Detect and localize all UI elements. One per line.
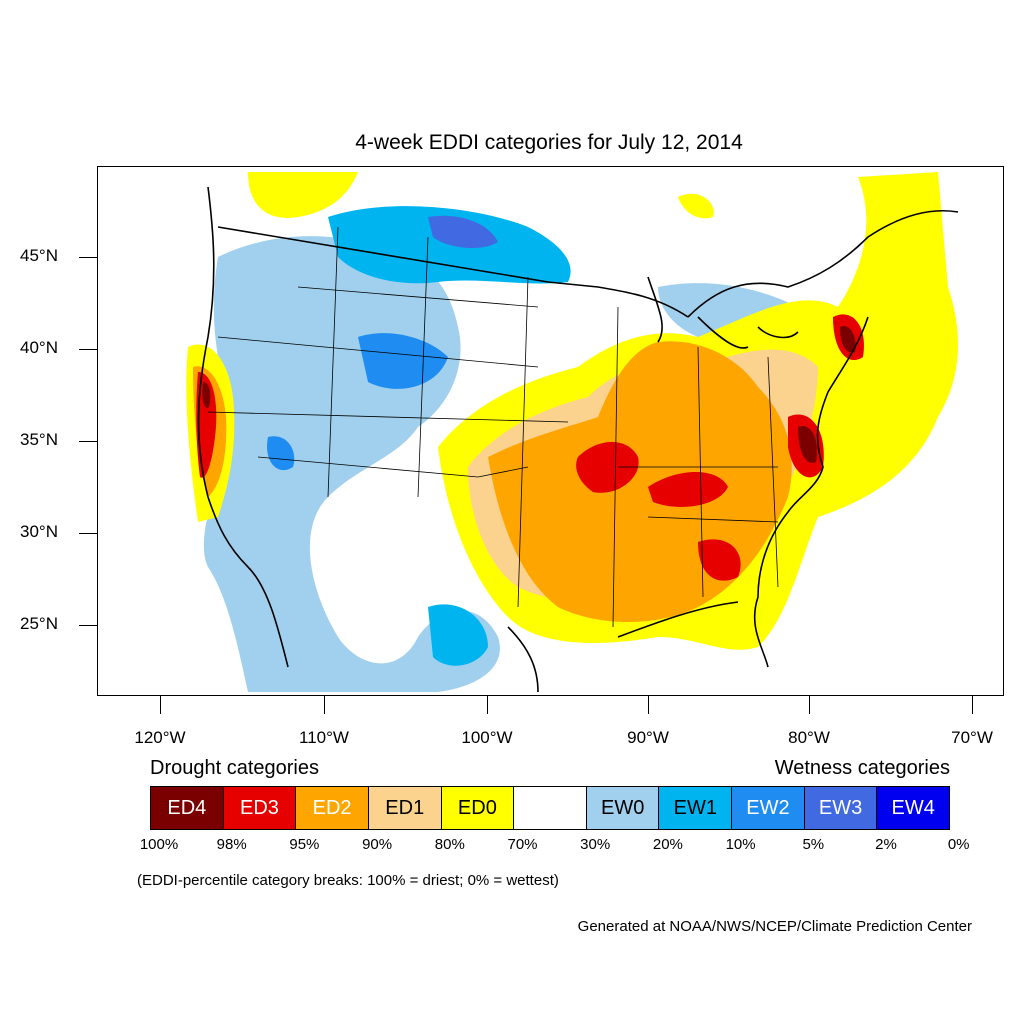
lat-label-45: 45°N [20, 246, 58, 265]
legend-label-ed4: ED4 [167, 796, 207, 819]
lon-label-100: 100°W [461, 728, 513, 747]
percentile-label: 70% [507, 836, 538, 853]
lon-label-80: 80°W [788, 728, 830, 747]
legend-label-ew3: EW3 [818, 796, 863, 819]
lon-label-110: 110°W [299, 728, 349, 747]
dry-region-westcoast-ed3 [196, 372, 217, 478]
percentile-label: 95% [289, 836, 320, 853]
lat-tick-35 [79, 441, 97, 442]
percentile-label: 2% [875, 836, 897, 853]
legend-colorbar: ED4 ED3 ED2 ED1 ED0 EW0 EW1 EW2 EW3 EW4 [150, 786, 950, 830]
legend-box-ed4: ED4 [151, 787, 224, 829]
legend-box-neutral [514, 787, 587, 829]
lat-tick-40 [79, 349, 97, 350]
legend-label-ed0: ED0 [457, 796, 497, 819]
lon-tick-100 [487, 696, 488, 714]
coastline-outline [197, 186, 959, 693]
percentile-label: 0% [947, 836, 970, 853]
legend-box-ed3: ED3 [223, 787, 297, 829]
legend-box-ed1: ED1 [368, 787, 442, 829]
percentile-label: 5% [802, 836, 825, 853]
wet-region-north-core [428, 215, 498, 249]
credit-line: Generated at NOAA/NWS/NCEP/Climate Predi… [577, 918, 972, 935]
lat-label-30: 30°N [20, 522, 58, 541]
wet-region-texas [428, 604, 488, 666]
drought-heading: Drought categories [150, 757, 319, 779]
lon-tick-110 [324, 696, 325, 714]
legend-box-ed2: ED2 [296, 787, 369, 829]
dry-region-ed3-georgia [698, 539, 741, 581]
percentile-label: 80% [434, 836, 465, 853]
legend-label-ew4: EW4 [891, 796, 935, 819]
lon-tick-80 [809, 696, 810, 714]
lon-label-120: 120°W [134, 728, 186, 747]
lat-tick-25 [79, 625, 97, 626]
lat-label-25: 25°N [20, 614, 58, 633]
category-note: (EDDI-percentile category breaks: 100% =… [137, 872, 559, 889]
lat-label-35: 35°N [20, 430, 58, 449]
legend-label-ew0: EW0 [600, 796, 645, 819]
wet-region-southwest [267, 436, 295, 471]
legend-box-ew2: EW2 [732, 787, 805, 829]
state-borders [207, 226, 779, 628]
lon-tick-120 [160, 696, 161, 714]
legend-label-ew2: EW2 [746, 796, 790, 819]
dry-region-ed3-south [648, 472, 728, 507]
dry-region-ed4-atlantic [798, 426, 817, 463]
dry-region-ed4-northeast [840, 326, 856, 353]
percentile-label: 100% [139, 836, 179, 853]
eddi-map [186, 172, 959, 693]
legend-label-ed2: ED2 [312, 796, 352, 819]
dry-region-ed3-midwest [576, 442, 639, 493]
lat-tick-30 [79, 533, 97, 534]
legend-box-ew4: EW4 [877, 787, 950, 829]
percentile-label: 30% [580, 836, 611, 853]
legend-box-ed0: ED0 [441, 787, 515, 829]
legend-box-ew1: EW1 [659, 787, 733, 829]
percentile-label: 90% [362, 836, 393, 853]
legend-label-ed3: ED3 [240, 796, 279, 819]
legend-box-ew3: EW3 [804, 787, 878, 829]
lon-tick-90 [648, 696, 649, 714]
lat-label-40: 40°N [20, 338, 58, 357]
dry-region-canada-east [678, 193, 714, 219]
percentile-label: 20% [652, 836, 683, 853]
lon-tick-70 [972, 696, 973, 714]
lon-label-90: 90°W [627, 728, 669, 747]
percentile-label: 10% [725, 836, 756, 853]
percentile-label: 98% [216, 836, 247, 853]
map-panel [97, 166, 1004, 696]
legend-box-ew0: EW0 [586, 787, 660, 829]
wetness-heading: Wetness categories [774, 757, 950, 779]
dry-region-westcoast-ed4 [202, 382, 211, 408]
legend-label-ed1: ED1 [385, 796, 425, 819]
lon-label-70: 70°W [951, 728, 993, 747]
dry-region-canada-west [248, 172, 358, 218]
lat-tick-45 [79, 257, 97, 258]
map-title: 4-week EDDI categories for July 12, 2014 [355, 131, 743, 154]
legend-label-ew1: EW1 [673, 796, 717, 819]
wet-region-rockies [358, 333, 448, 389]
